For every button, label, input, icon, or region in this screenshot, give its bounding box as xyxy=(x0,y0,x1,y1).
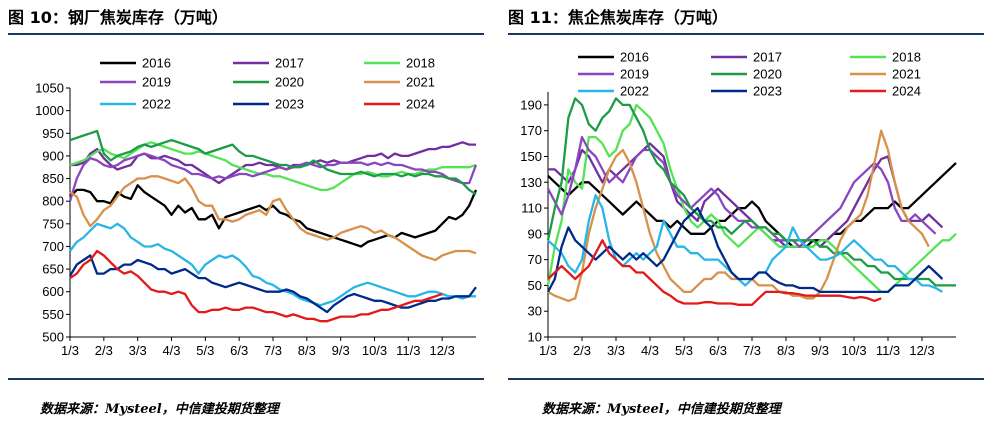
x-tick-label: 7/3 xyxy=(743,343,761,358)
y-tick-label: 1000 xyxy=(35,103,64,118)
x-tick-label: 12/3 xyxy=(909,343,934,358)
left-chart: 500 550 600 650 700 750 800 850 900 950 1000 1050 1/… xyxy=(35,56,478,358)
right-chart: 10 30 50 70 90 110 130 150 170 190 1/3 2/3 3/3 4/3 5/3… xyxy=(520,50,957,358)
legend-label-2021: 2021 xyxy=(892,67,921,82)
y-tick-label: 30 xyxy=(528,304,542,319)
y-tick-label: 750 xyxy=(42,216,64,231)
x-tick-label: 5/3 xyxy=(196,343,214,358)
series-line-2023 xyxy=(69,254,477,314)
x-tick-label: 11/3 xyxy=(396,343,420,358)
series-line-2022 xyxy=(547,194,943,293)
x-tick-label: 2/3 xyxy=(95,343,113,358)
legend-label-2018: 2018 xyxy=(892,50,921,65)
left-bottom-rule xyxy=(8,378,484,380)
x-tick-label: 6/3 xyxy=(709,343,727,358)
series-line-2020 xyxy=(546,97,956,287)
legend-label-2016: 2016 xyxy=(142,56,171,71)
y-tick-label: 550 xyxy=(42,307,64,322)
left-source-note: 数据来源：Mysteel，中信建投期货整理 xyxy=(40,402,279,417)
legend-label-2023: 2023 xyxy=(753,84,782,99)
x-tick-label: 2/3 xyxy=(573,343,591,358)
x-tick-label: 4/3 xyxy=(162,343,180,358)
y-tick-label: 650 xyxy=(42,262,64,277)
legend-label-2016: 2016 xyxy=(620,50,649,65)
legend-label-2021: 2021 xyxy=(406,75,435,90)
left-top-rule xyxy=(8,33,484,35)
y-tick-label: 950 xyxy=(42,126,64,141)
legend-label-2020: 2020 xyxy=(753,67,782,82)
legend-label-2019: 2019 xyxy=(620,67,649,82)
x-tick-label: 6/3 xyxy=(230,343,248,358)
y-tick-label: 850 xyxy=(42,171,64,186)
x-tick-label: 4/3 xyxy=(641,343,659,358)
y-tick-label: 130 xyxy=(520,175,542,190)
left-chart-title: 图 10：钢厂焦炭库存（万吨） xyxy=(8,8,228,27)
series-line-2020 xyxy=(69,129,477,196)
right-top-rule xyxy=(508,33,984,35)
x-tick-label: 9/3 xyxy=(811,343,829,358)
series-line-2016 xyxy=(547,162,957,248)
y-tick-label: 1050 xyxy=(35,81,64,96)
y-tick-label: 700 xyxy=(42,239,64,254)
y-tick-label: 50 xyxy=(528,278,542,293)
y-tick-label: 90 xyxy=(528,226,542,241)
series-line-2024 xyxy=(69,249,443,323)
legend-label-2020: 2020 xyxy=(275,75,304,90)
y-tick-label: 800 xyxy=(42,194,64,209)
x-tick-label: 3/3 xyxy=(129,343,147,358)
series-line-2024 xyxy=(547,239,882,306)
legend-label-2023: 2023 xyxy=(275,97,304,112)
series-line-2016 xyxy=(69,184,478,248)
series-line-2019 xyxy=(546,135,937,248)
legend-label-2019: 2019 xyxy=(142,75,171,90)
x-tick-label: 8/3 xyxy=(777,343,795,358)
x-tick-label: 10/3 xyxy=(841,343,866,358)
x-tick-label: 7/3 xyxy=(264,343,282,358)
x-tick-label: 3/3 xyxy=(607,343,625,358)
legend-label-2024: 2024 xyxy=(406,97,435,112)
y-tick-label: 10 xyxy=(528,330,542,345)
series-line-2022 xyxy=(69,222,476,307)
series-line-2021 xyxy=(69,175,477,262)
x-tick-label: 10/3 xyxy=(362,343,387,358)
x-tick-label: 5/3 xyxy=(675,343,693,358)
y-tick-label: 900 xyxy=(42,148,64,163)
legend-label-2022: 2022 xyxy=(620,84,649,99)
y-tick-label: 500 xyxy=(42,330,64,345)
legend-label-2017: 2017 xyxy=(275,56,304,71)
x-tick-label: 9/3 xyxy=(332,343,350,358)
series-line-2023 xyxy=(546,206,944,294)
y-tick-label: 70 xyxy=(528,252,542,267)
x-tick-label: 1/3 xyxy=(539,343,557,358)
y-tick-label: 600 xyxy=(42,284,64,299)
x-tick-label: 1/3 xyxy=(61,343,79,358)
y-tick-label: 190 xyxy=(520,97,542,112)
right-bottom-rule xyxy=(508,378,984,380)
y-tick-label: 150 xyxy=(520,149,542,164)
right-source-note: 数据来源：Mysteel，中信建投期货整理 xyxy=(542,402,781,417)
series-line-2019 xyxy=(68,152,478,202)
legend-label-2022: 2022 xyxy=(142,97,171,112)
legend-label-2024: 2024 xyxy=(892,84,921,99)
legend-label-2017: 2017 xyxy=(753,50,782,65)
series-line-2018 xyxy=(546,103,957,294)
x-tick-label: 11/3 xyxy=(876,343,900,358)
y-tick-label: 170 xyxy=(520,123,542,138)
x-tick-label: 12/3 xyxy=(430,343,455,358)
right-chart-title: 图 11：焦企焦炭库存（万吨） xyxy=(508,8,728,27)
legend-label-2018: 2018 xyxy=(406,56,435,71)
y-tick-label: 110 xyxy=(521,201,542,216)
x-tick-label: 8/3 xyxy=(298,343,316,358)
